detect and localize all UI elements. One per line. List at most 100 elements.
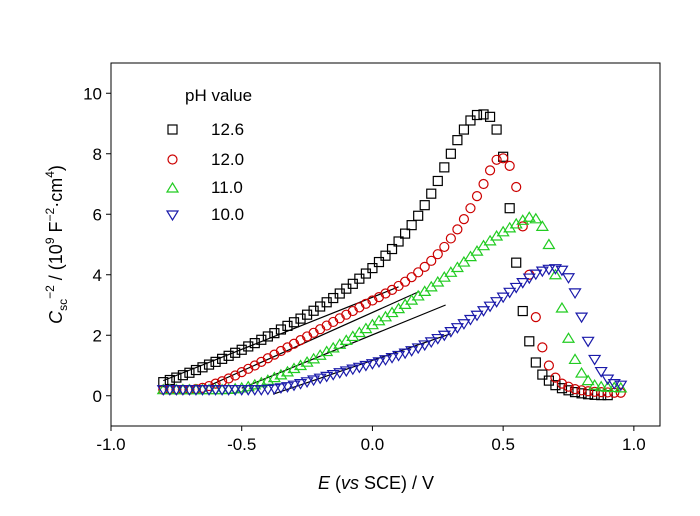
data-point-triangle-down — [561, 273, 576, 284]
data-point-square — [406, 220, 417, 231]
data-point-triangle-down — [209, 385, 223, 396]
data-point-square — [184, 367, 195, 378]
legend-circle-marker — [167, 154, 178, 165]
x-axis-title: E (vs SCE) / V — [318, 473, 434, 493]
data-point-square — [458, 124, 470, 135]
legend-triangle-up-marker — [165, 181, 180, 193]
data-point-square — [530, 357, 541, 368]
data-point-triangle-up — [307, 352, 321, 364]
data-point-triangle-down — [516, 278, 530, 289]
data-point-triangle-down — [313, 373, 327, 385]
data-point-circle — [550, 372, 561, 383]
data-point-triangle-down — [339, 366, 353, 378]
legend-title: pH value — [185, 86, 252, 105]
data-point-triangle-down — [463, 314, 478, 326]
data-point-circle — [223, 373, 234, 384]
legend-label: 10.0 — [211, 205, 244, 224]
data-point-circle — [615, 387, 626, 398]
data-point-triangle-down — [437, 330, 451, 342]
data-point-circle — [452, 224, 463, 235]
data-point-triangle-down — [293, 379, 308, 390]
data-point-triangle-down — [529, 269, 543, 281]
y-tick-label: 6 — [93, 205, 102, 224]
data-point-triangle-down — [470, 310, 484, 322]
data-point-circle — [367, 295, 378, 306]
plot-frame — [110, 62, 661, 427]
data-point-triangle-down — [392, 350, 406, 362]
data-point-triangle-down — [254, 385, 268, 396]
data-point-circle — [511, 181, 522, 193]
data-point-triangle-up — [607, 381, 621, 393]
data-point-triangle-down — [241, 385, 255, 396]
data-point-triangle-down — [509, 282, 523, 294]
data-point-circle — [210, 378, 221, 389]
data-point-square — [262, 331, 273, 342]
data-point-square — [504, 203, 515, 214]
data-point-triangle-down — [267, 384, 281, 395]
data-point-circle — [517, 221, 528, 232]
data-point-triangle-down — [215, 385, 229, 396]
y-tick-label: 10 — [83, 84, 102, 103]
data-point-triangle-down — [522, 273, 536, 285]
data-point-square — [386, 243, 398, 255]
data-point-triangle-up — [313, 349, 327, 360]
data-point-square — [465, 115, 476, 126]
data-point-square — [511, 257, 522, 268]
data-point-square — [419, 200, 430, 211]
data-point-circle — [236, 367, 247, 378]
data-point-circle — [569, 383, 581, 395]
data-point-circle — [243, 363, 254, 374]
y-tick-label: 4 — [93, 266, 102, 285]
data-point-circle — [439, 241, 450, 253]
data-point-circle — [413, 267, 424, 278]
data-point-triangle-down — [228, 385, 242, 396]
data-point-triangle-up — [287, 362, 301, 374]
data-point-triangle-up — [326, 341, 340, 353]
y-axis-ticks: 0 2 4 6 8 10 — [83, 84, 111, 406]
data-point-triangle-down — [594, 366, 608, 378]
data-point-triangle-down — [182, 385, 196, 396]
data-point-triangle-down — [222, 385, 236, 396]
data-point-triangle-down — [581, 336, 595, 348]
data-point-triangle-down — [575, 312, 589, 324]
data-point-triangle-down — [261, 384, 275, 396]
data-point-circle — [426, 255, 437, 266]
data-point-triangle-up — [509, 217, 523, 229]
data-point-triangle-up — [614, 381, 628, 393]
legend-square-marker — [167, 124, 178, 135]
data-point-square — [524, 336, 535, 347]
data-point-triangle-down — [496, 292, 510, 304]
data-point-square — [171, 372, 182, 383]
data-point-square — [400, 228, 411, 239]
data-point-square — [484, 111, 496, 122]
data-point-square — [223, 350, 234, 361]
data-point-triangle-down — [385, 353, 399, 364]
data-point-square — [478, 109, 489, 120]
data-point-triangle-up — [516, 214, 530, 225]
data-point-triangle-down — [274, 383, 288, 395]
data-point-circle — [583, 386, 594, 397]
data-point-triangle-up — [529, 212, 543, 224]
data-point-triangle-up — [555, 301, 569, 313]
data-point-triangle-down — [326, 369, 340, 381]
data-point-triangle-down — [476, 306, 491, 317]
data-point-square — [569, 387, 581, 398]
data-point-triangle-down — [346, 364, 360, 376]
x-tick-label: 0.5 — [491, 435, 515, 454]
linear-fit-line — [210, 290, 420, 386]
data-point-square — [197, 362, 208, 373]
data-point-square — [347, 278, 358, 289]
data-point-circle — [471, 191, 483, 202]
data-point-circle — [556, 378, 568, 389]
data-point-triangle-down — [235, 385, 249, 396]
data-point-triangle-down — [176, 385, 190, 396]
data-point-square — [373, 256, 385, 268]
data-point-square — [517, 305, 528, 317]
data-point-circle — [543, 360, 554, 371]
data-point-circle — [465, 203, 476, 214]
data-point-circle — [589, 386, 600, 397]
data-point-square — [288, 317, 300, 328]
data-point-square — [426, 188, 437, 199]
data-point-circle — [596, 387, 607, 398]
